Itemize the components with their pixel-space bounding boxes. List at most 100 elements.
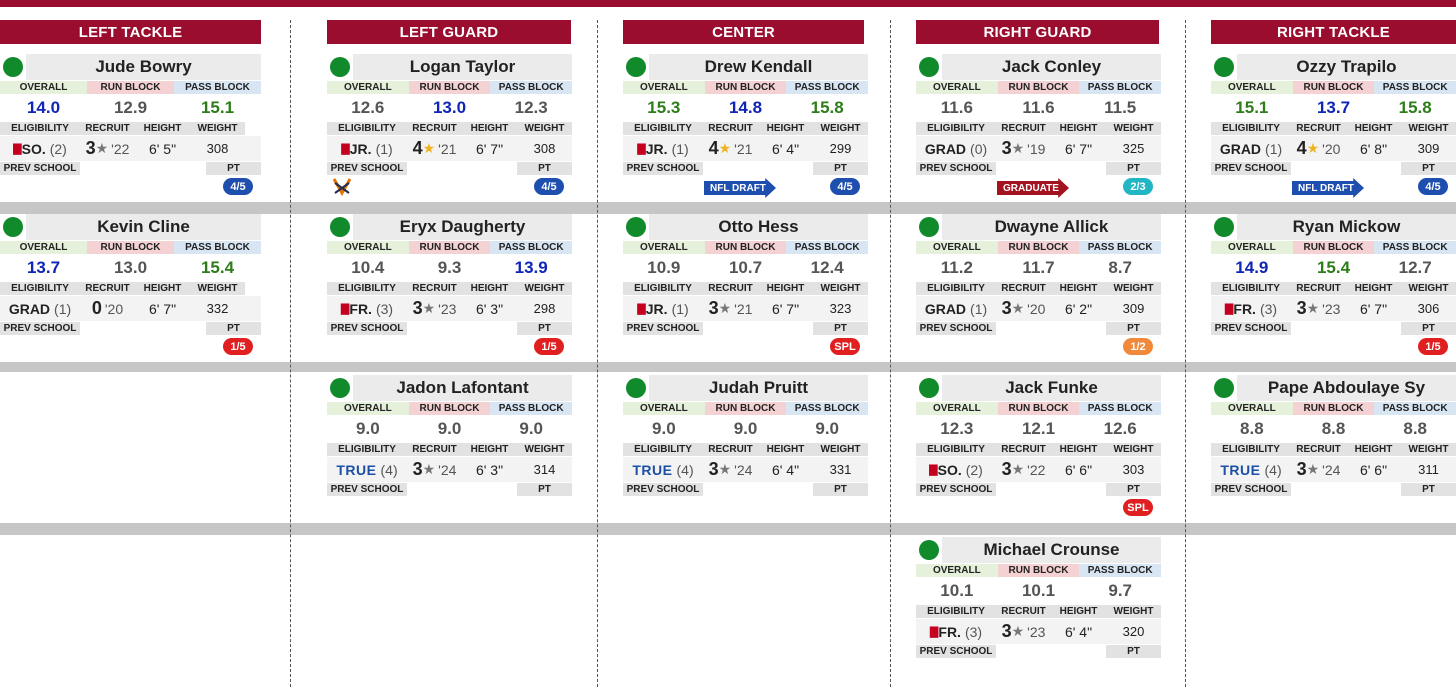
player-card[interactable]: Ozzy Trapilo OVERALL RUN BLOCK PASS BLOCK 15… (1211, 54, 1456, 204)
years-remaining: (3) (1259, 300, 1278, 317)
position-header: RIGHT GUARD (916, 20, 1159, 44)
player-name[interactable]: Ryan Mickow (1237, 214, 1456, 240)
prev-school-label: PREV SCHOOL (916, 483, 996, 496)
player-info: GRAD (1) 3 ★ '20 6' 2" 309 (916, 296, 1161, 321)
years-remaining: (1) (671, 300, 689, 317)
run-block-value: 14.8 (728, 98, 763, 117)
player-card[interactable]: Michael Crounse OVERALL RUN BLOCK PASS BLOC… (916, 537, 1162, 687)
overall-value: 10.1 (940, 581, 974, 600)
star-icon: ★ (1011, 300, 1025, 316)
player-card[interactable]: Judah Pruitt OVERALL RUN BLOCK PASS BLOCK 9.… (623, 375, 869, 525)
player-name[interactable]: Otto Hess (649, 214, 868, 240)
pass-block-label: PASS BLOCK (1374, 81, 1456, 94)
player-name[interactable]: Kevin Cline (26, 214, 261, 240)
playing-time-badge: 4/5 (223, 178, 253, 195)
class-year: TRUE (336, 461, 377, 478)
playing-time-label: PT (1106, 483, 1161, 496)
player-name[interactable]: Dwayne Allick (942, 214, 1161, 240)
redshirt-jersey-icon: ▇ (637, 143, 646, 155)
player-name[interactable]: Judah Pruitt (649, 375, 868, 401)
info-labels: ELIGIBILITY RECRUIT HEIGHT WEIGHT (916, 122, 1161, 135)
player-card[interactable]: Eryx Daugherty OVERALL RUN BLOCK PASS BLOCK… (327, 214, 573, 364)
row-divider-band (0, 362, 1456, 372)
player-card[interactable]: Otto Hess OVERALL RUN BLOCK PASS BLOCK 10.9 1… (623, 214, 869, 364)
player-name[interactable]: Jude Bowry (26, 54, 261, 80)
player-name[interactable]: Ozzy Trapilo (1237, 54, 1456, 80)
overall-value: 15.1 (1235, 98, 1269, 117)
player-name[interactable]: Jack Conley (942, 54, 1161, 80)
playing-time-label: PT (813, 322, 868, 335)
height-label: HEIGHT (1346, 443, 1401, 456)
player-card[interactable]: Jack Funke OVERALL RUN BLOCK PASS BLOCK 12.3… (916, 375, 1162, 525)
player-card[interactable]: Logan Taylor OVERALL RUN BLOCK PASS BLOCK 12… (327, 54, 573, 204)
player-name[interactable]: Eryx Daugherty (353, 214, 572, 240)
run-block-value: 8.8 (1321, 419, 1346, 438)
run-block-label: RUN BLOCK (704, 241, 787, 254)
player-card[interactable]: Kevin Cline OVERALL RUN BLOCK PASS BLOCK 13.… (0, 214, 261, 364)
player-card[interactable]: Jack Conley OVERALL RUN BLOCK PASS BLOCK 11.… (916, 54, 1162, 204)
star-rating: 3 (412, 298, 423, 318)
eligibility-value: ▇ SO. (2) (0, 136, 80, 161)
player-card[interactable]: Jadon Lafontant OVERALL RUN BLOCK PASS BLOC… (327, 375, 573, 525)
virginia-logo-icon (331, 177, 353, 197)
recruit-value: 3 ★ '22 (996, 457, 1051, 482)
weight-value: 325 (1122, 141, 1145, 156)
prev-school-row: PREV SCHOOL PT (1211, 322, 1456, 335)
rating-labels: OVERALL RUN BLOCK PASS BLOCK (1211, 81, 1456, 94)
player-card[interactable]: Jude Bowry OVERALL RUN BLOCK PASS BLOCK 14.0… (0, 54, 261, 204)
rating-labels: OVERALL RUN BLOCK PASS BLOCK (916, 564, 1162, 577)
player-name[interactable]: Michael Crounse (942, 537, 1161, 563)
star-icon: ★ (718, 300, 732, 316)
column-divider (890, 20, 891, 687)
overall-label: OVERALL (623, 241, 705, 254)
row-divider-band (0, 523, 1456, 535)
position-header: RIGHT TACKLE (1211, 20, 1456, 44)
status-dot-icon (919, 378, 939, 398)
redshirt-jersey-icon: ▇ (1224, 303, 1234, 315)
player-name[interactable]: Pape Abdoulaye Sy (1237, 375, 1456, 401)
player-name[interactable]: Drew Kendall (649, 54, 868, 80)
weight-value: 323 (829, 301, 852, 316)
height-value: 6' 7" (475, 140, 504, 157)
height-label: HEIGHT (1346, 282, 1401, 295)
status-dot-icon (626, 378, 646, 398)
pass-block-label: PASS BLOCK (174, 81, 261, 94)
player-name[interactable]: Jadon Lafontant (353, 375, 572, 401)
years-remaining: (0) (970, 140, 988, 157)
position-header: LEFT GUARD (327, 20, 571, 44)
years-remaining: (4) (676, 461, 694, 478)
star-rating: 4 (1296, 138, 1307, 158)
player-card[interactable]: Dwayne Allick OVERALL RUN BLOCK PASS BLOCK 1… (916, 214, 1162, 364)
info-labels: ELIGIBILITY RECRUIT HEIGHT WEIGHT (1211, 122, 1456, 135)
pass-block-label: PASS BLOCK (490, 402, 573, 415)
run-block-label: RUN BLOCK (997, 564, 1080, 577)
eligibility-value: ▇ JR. (1) (327, 136, 407, 161)
recruit-value: 3 ★ '24 (1291, 457, 1346, 482)
rating-values: 9.0 9.0 9.0 (327, 416, 572, 442)
star-rating: 4 (708, 138, 719, 158)
status-tag: NFL DRAFT (704, 178, 776, 198)
overall-label: OVERALL (0, 241, 87, 254)
weight-value: 332 (206, 301, 229, 316)
redshirt-jersey-icon: ▇ (340, 303, 350, 315)
overall-value: 10.9 (647, 258, 681, 277)
weight-label: WEIGHT (190, 282, 245, 295)
star-rating: 3 (1001, 138, 1012, 158)
run-block-label: RUN BLOCK (704, 402, 787, 415)
weight-label: WEIGHT (1401, 122, 1456, 135)
prev-school-label: PREV SCHOOL (1211, 483, 1291, 496)
status-dot-icon (3, 217, 23, 237)
playing-time-badge: SPL (830, 338, 860, 355)
player-card[interactable]: Ryan Mickow OVERALL RUN BLOCK PASS BLOCK 14.… (1211, 214, 1456, 364)
star-icon: ★ (422, 140, 436, 156)
playing-time-label: PT (1401, 483, 1456, 496)
player-card[interactable]: Pape Abdoulaye Sy OVERALL RUN BLOCK PASS BL… (1211, 375, 1456, 525)
height-value: 6' 7" (148, 300, 177, 317)
recruit-year: '21 (734, 300, 753, 317)
run-block-value: 13.7 (1316, 98, 1351, 117)
eligibility-value: ▇ JR. (1) (623, 296, 703, 321)
player-name[interactable]: Logan Taylor (353, 54, 572, 80)
prev-school-row: PREV SCHOOL PT (0, 162, 261, 175)
player-name[interactable]: Jack Funke (942, 375, 1161, 401)
player-card[interactable]: Drew Kendall OVERALL RUN BLOCK PASS BLOCK 15… (623, 54, 869, 204)
